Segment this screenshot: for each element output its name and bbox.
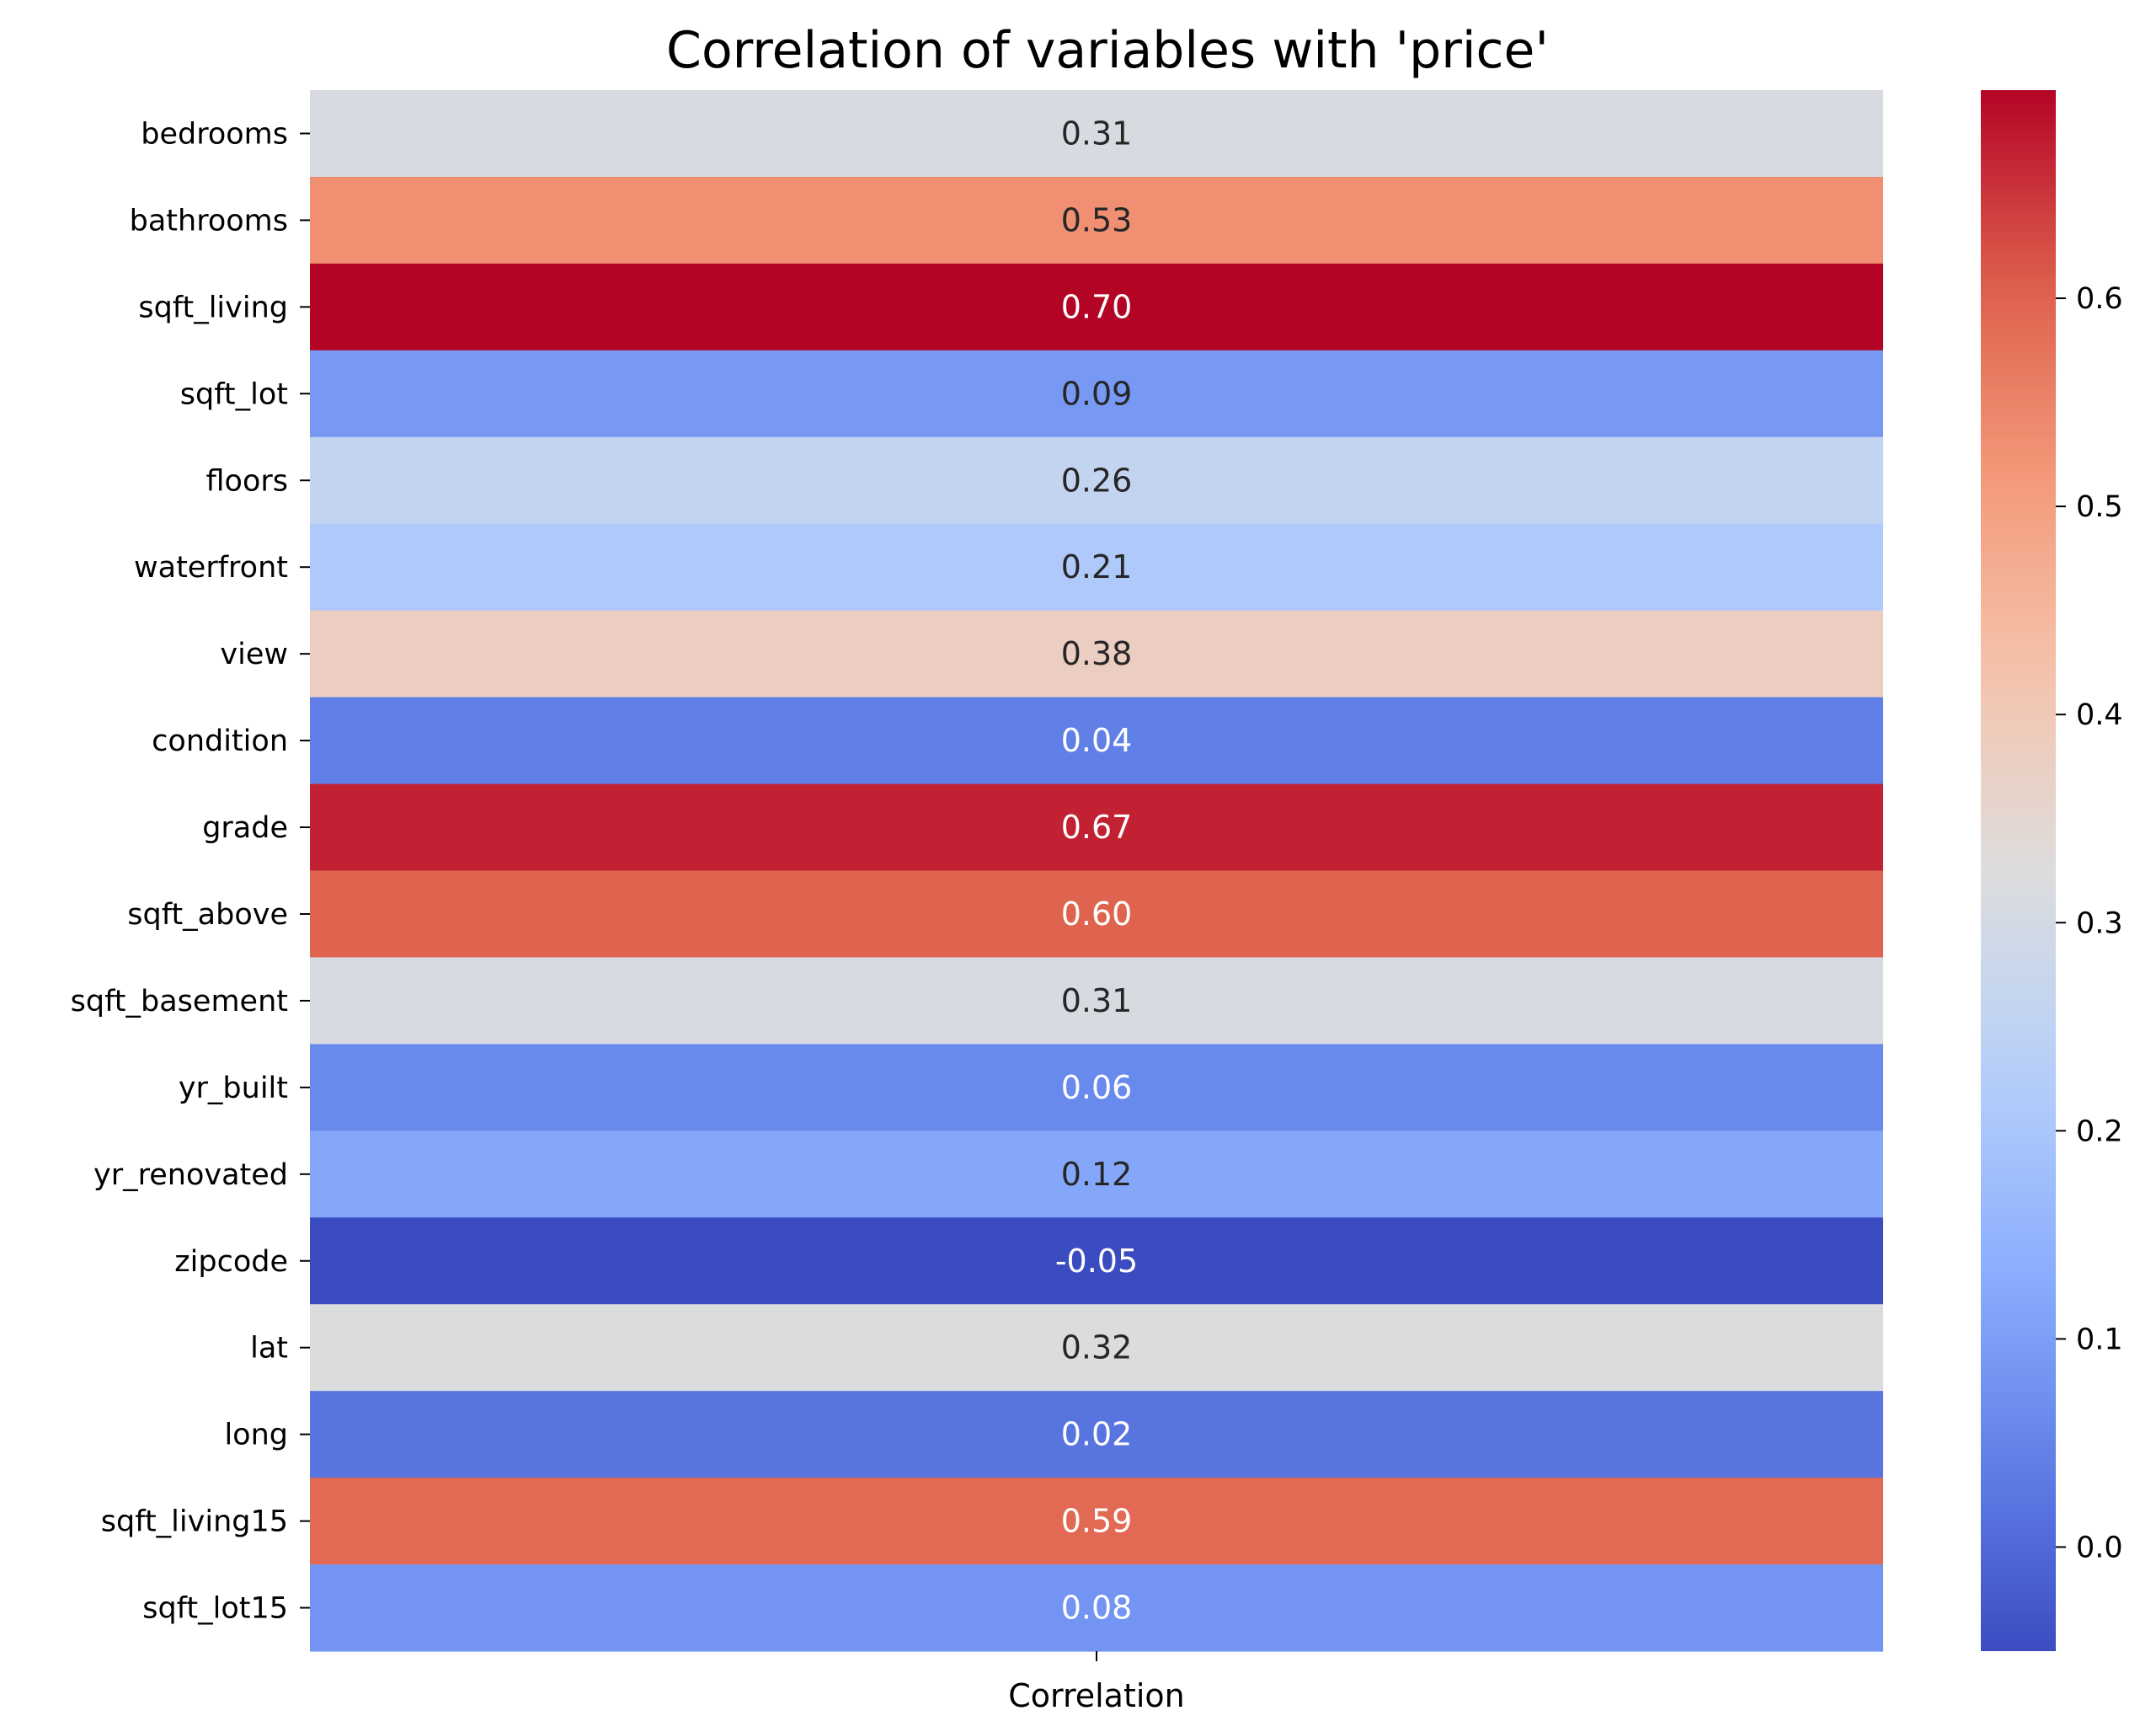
heatmap-cell (310, 957, 1883, 1045)
x-axis: Correlation (1008, 1651, 1185, 1714)
cell-value-label: 0.60 (1061, 895, 1133, 933)
heatmap-cell (310, 523, 1883, 612)
colorbar-tick-label: 0.3 (2076, 906, 2123, 940)
heatmap-cell (310, 1478, 1883, 1565)
colorbar-tick-label: 0.0 (2076, 1531, 2123, 1564)
cell-value-label: 0.31 (1061, 115, 1133, 152)
colorbar-tick-label: 0.4 (2076, 698, 2123, 732)
cell-value-label: 0.38 (1061, 635, 1133, 672)
heatmap-cell (310, 436, 1883, 525)
cell-value-label: 0.04 (1061, 722, 1133, 759)
heatmap-cell (310, 1391, 1883, 1478)
heatmap-cell (310, 263, 1883, 351)
y-tick-label: sqft_above (127, 898, 288, 932)
heatmap-cell (310, 1217, 1883, 1305)
y-tick-label: waterfront (134, 551, 288, 585)
cell-value-label: 0.09 (1061, 375, 1133, 412)
y-tick-label: floors (206, 464, 289, 498)
y-tick-label: sqft_lot15 (142, 1592, 288, 1626)
colorbar-tick-label: 0.2 (2076, 1115, 2123, 1148)
cell-value-label: 0.53 (1061, 201, 1133, 238)
heatmap-cell (310, 176, 1883, 265)
cell-value-label: 0.70 (1061, 288, 1133, 325)
y-tick-label: lat (250, 1332, 288, 1366)
cell-value-label: 0.26 (1061, 462, 1133, 499)
y-tick-label: grade (202, 811, 288, 845)
cell-value-label: 0.31 (1061, 982, 1133, 1019)
x-tick-label: Correlation (1008, 1677, 1185, 1714)
heatmap-cell (310, 610, 1883, 698)
colorbar-tick-label: 0.5 (2076, 490, 2123, 524)
cell-value-label: 0.02 (1061, 1416, 1133, 1453)
heatmap-cell (310, 870, 1883, 959)
cell-value-label: 0.59 (1061, 1503, 1133, 1540)
y-tick-label: sqft_basement (71, 985, 288, 1018)
y-axis: bedrooms bathrooms sqft_living sqft_lotfloo… (71, 117, 310, 1626)
heatmap-cell (310, 697, 1883, 785)
cell-value-label: 0.06 (1061, 1069, 1133, 1106)
chart-title: Correlation of variables with 'price' (666, 21, 1549, 80)
heatmap-cell (310, 1564, 1883, 1652)
y-tick-label: yr_built (179, 1072, 288, 1105)
y-tick-label: sqft_living15 (101, 1505, 288, 1539)
heatmap-cell (310, 783, 1883, 872)
colorbar-gradient (1981, 90, 2056, 1651)
y-tick-label: bathrooms (130, 204, 288, 238)
cell-value-label: 0.32 (1061, 1329, 1133, 1366)
heatmap-cell (310, 1044, 1883, 1131)
heatmap-cell (310, 350, 1883, 438)
y-tick-label: yr_renovated (93, 1158, 288, 1192)
heatmap-cell (310, 90, 1883, 178)
heatmap-cell (310, 1131, 1883, 1218)
y-tick-label: condition (152, 724, 288, 758)
cell-value-label: -0.05 (1055, 1243, 1138, 1280)
cell-value-label: 0.12 (1061, 1156, 1133, 1193)
y-tick-label: zipcode (174, 1245, 288, 1279)
y-tick-label: long (224, 1419, 288, 1452)
colorbar-tick-label: 0.1 (2076, 1323, 2123, 1356)
colorbar: 0.0 0.1 0.2 0.3 0.4 0.5 0.6 (1981, 90, 2123, 1651)
cell-value-label: 0.21 (1061, 548, 1133, 585)
y-tick-label: sqft_living (138, 291, 288, 324)
cell-value-label: 0.08 (1061, 1590, 1133, 1627)
heatmap-cells: 0.31 0.53 0.70 0.09 0.26 0.21 0.38 0.04 0.67 0.60… (310, 90, 1883, 1652)
y-tick-label: bedrooms (141, 117, 288, 151)
colorbar-tick-label: 0.6 (2076, 282, 2123, 316)
y-tick-label: view (220, 638, 288, 671)
cell-value-label: 0.67 (1061, 809, 1133, 846)
y-tick-label: sqft_lot (180, 377, 288, 411)
heatmap-cell (310, 1304, 1883, 1392)
